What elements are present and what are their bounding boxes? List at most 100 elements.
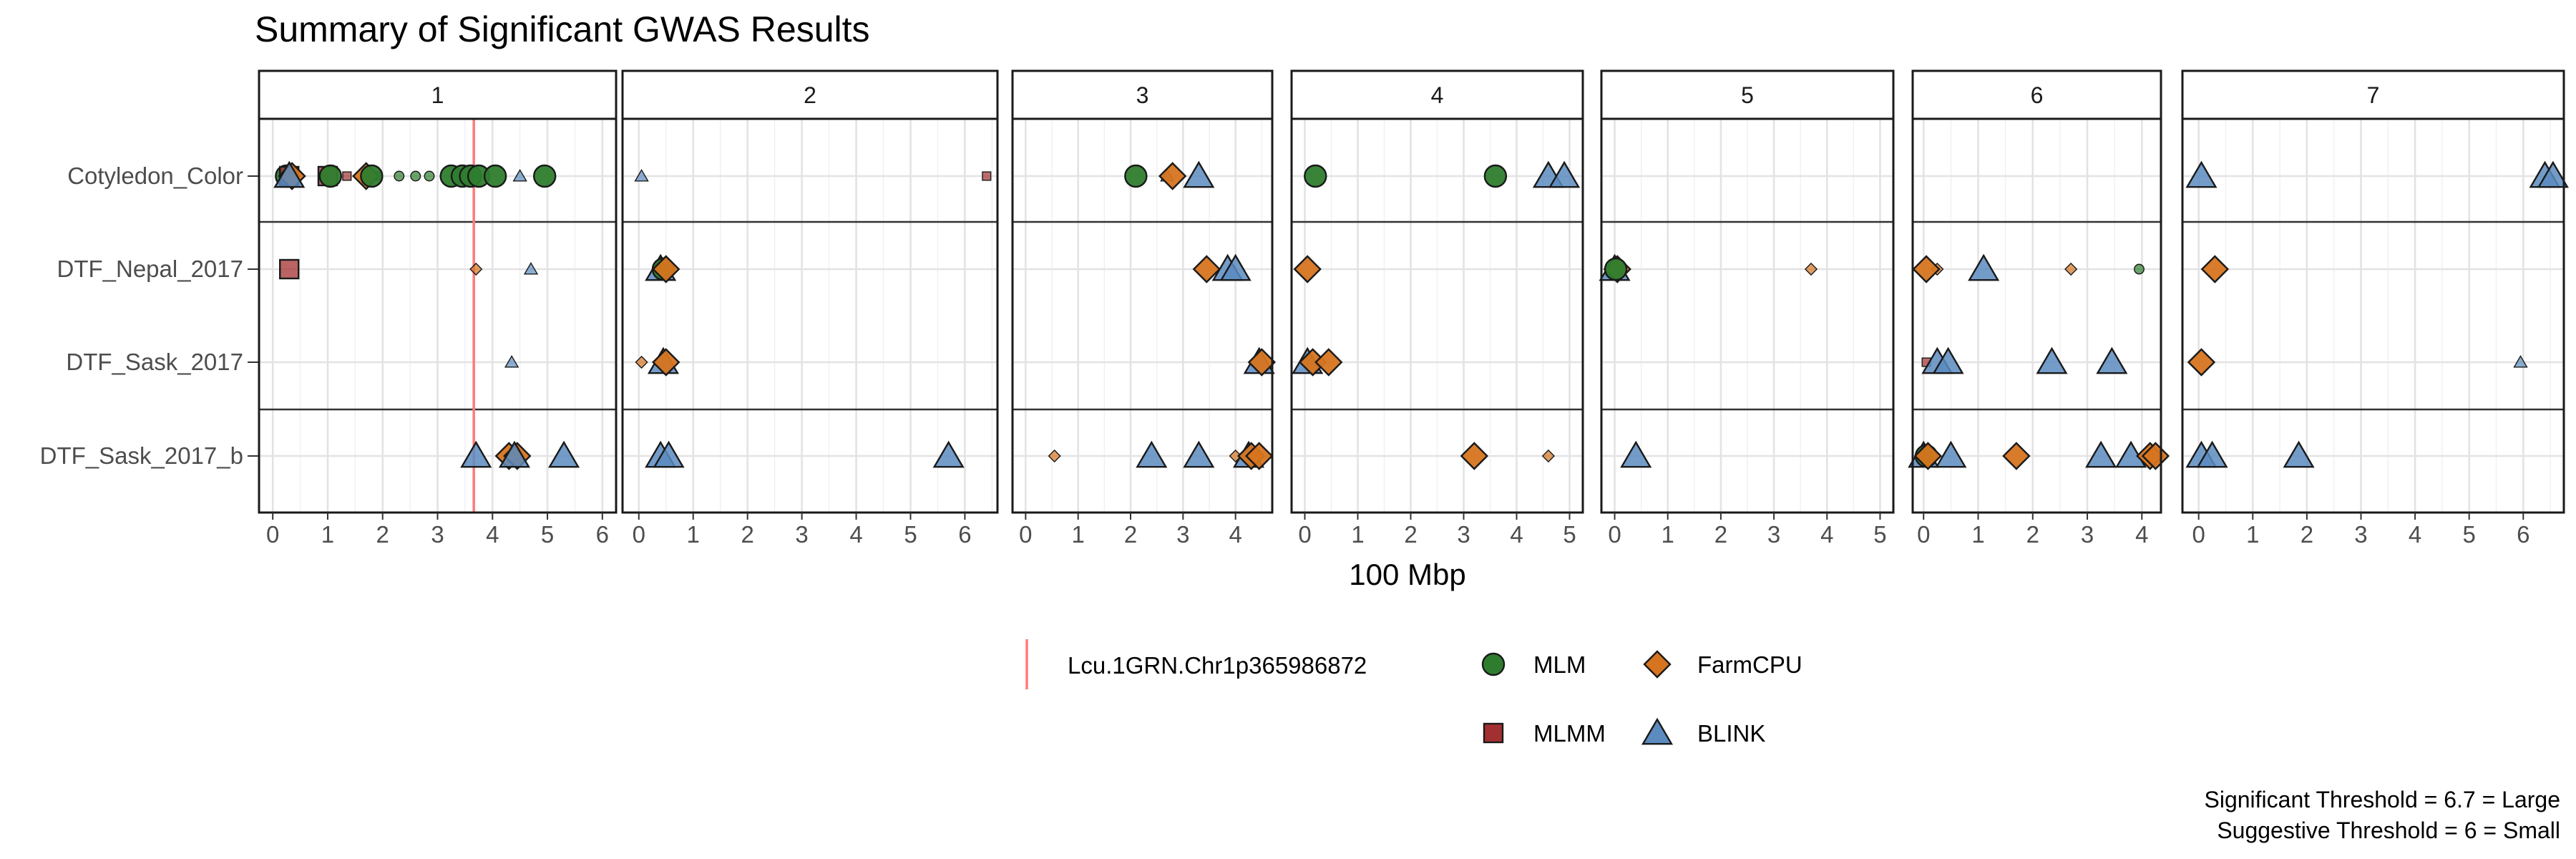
strip-label-2: 2 bbox=[804, 82, 816, 108]
x-tick-label: 2 bbox=[1714, 521, 1727, 548]
strip-6 bbox=[1911, 69, 2162, 120]
point-blink bbox=[1183, 440, 1215, 468]
point-blink bbox=[2283, 440, 2315, 468]
x-tick-label: 4 bbox=[1229, 521, 1241, 548]
point-farmcpu bbox=[1804, 262, 1818, 276]
point-blink bbox=[634, 169, 649, 182]
x-tick-label: 4 bbox=[2135, 521, 2148, 548]
point-mlm bbox=[483, 164, 507, 188]
legend-key-farmcpu bbox=[1643, 650, 1672, 679]
panel-border bbox=[1600, 117, 1895, 514]
x-tick-label: 5 bbox=[1873, 521, 1886, 548]
panel-3: 3 0 1 2 3 4 bbox=[1011, 69, 1277, 548]
point-farmcpu bbox=[1158, 162, 1187, 190]
point-blink bbox=[1136, 440, 1168, 468]
point-mlm bbox=[1124, 164, 1148, 188]
point-blink bbox=[273, 160, 306, 188]
x-tick-label: 5 bbox=[2463, 521, 2476, 548]
x-tick-label: 0 bbox=[1608, 521, 1621, 548]
point-mlm bbox=[533, 164, 557, 188]
panel-background bbox=[2182, 119, 2564, 513]
row-label-dtf-nepal-2017: DTF_Nepal_2017 bbox=[57, 256, 244, 282]
legend-key-blink bbox=[1641, 717, 1674, 745]
x-tick-label: 1 bbox=[2246, 521, 2259, 548]
point-farmcpu bbox=[2187, 348, 2216, 377]
strip-4 bbox=[1290, 69, 1584, 120]
panel-border bbox=[1011, 117, 1274, 514]
x-tick-label: 1 bbox=[687, 521, 700, 548]
panel-background bbox=[623, 119, 997, 513]
x-tick-label: 1 bbox=[1662, 521, 1674, 548]
point-blink bbox=[498, 440, 531, 468]
x-tick-label: 2 bbox=[1124, 521, 1137, 548]
x-axis-title: 100 Mbp bbox=[1349, 558, 1465, 591]
point-farmcpu bbox=[1314, 348, 1343, 377]
x-tick-label: 5 bbox=[1563, 521, 1576, 548]
legend-label-mlmm: MLMM bbox=[1533, 720, 1606, 747]
panel-5: 5 0 1 2 3 4 5 bbox=[1599, 69, 1895, 548]
x-tick-label: 2 bbox=[376, 521, 389, 548]
strip-1 bbox=[258, 69, 618, 120]
point-blink bbox=[2036, 346, 2068, 374]
panel-border bbox=[2181, 117, 2565, 514]
panel-1: 1 0 1 2 3 4 5 6 bbox=[258, 69, 618, 548]
point-mlm bbox=[1304, 164, 1327, 188]
legend-vline-label: Lcu.1GRN.Chr1p365986872 bbox=[1068, 652, 1367, 679]
point-mlm bbox=[318, 164, 342, 188]
point-farmcpu bbox=[1244, 442, 1274, 470]
point-blink bbox=[1219, 253, 1252, 281]
x-tick-label: 3 bbox=[1176, 521, 1189, 548]
x-tick-label: 1 bbox=[1351, 521, 1364, 548]
point-blink bbox=[1183, 160, 1215, 188]
strip-label-3: 3 bbox=[1136, 82, 1149, 108]
point-mlm bbox=[1604, 257, 1628, 281]
point-farmcpu bbox=[652, 255, 680, 283]
point-mlm bbox=[410, 170, 421, 182]
legend-label-blink: BLINK bbox=[1697, 720, 1765, 747]
strip-label-6: 6 bbox=[2031, 82, 2044, 108]
row-label-cotyledon-color: Cotyledon_Color bbox=[67, 162, 243, 189]
strip-label-1: 1 bbox=[431, 82, 444, 108]
suggestive-threshold-note: Suggestive Threshold = 6 = Small bbox=[2217, 817, 2560, 843]
x-tick-label: 4 bbox=[2409, 521, 2421, 548]
point-blink bbox=[653, 440, 685, 468]
chart-title: Summary of Significant GWAS Results bbox=[255, 9, 870, 49]
legend-label-mlm: MLM bbox=[1533, 651, 1586, 678]
panel-border bbox=[1290, 117, 1584, 514]
legend: Lcu.1GRN.Chr1p365986872 MLM FarmCPU MLMM BLI… bbox=[1025, 639, 1802, 747]
x-tick-label: 3 bbox=[1767, 521, 1780, 548]
point-mlm bbox=[1483, 164, 1508, 188]
point-farmcpu bbox=[1192, 255, 1221, 283]
point-blink bbox=[2085, 440, 2117, 468]
x-tick-label: 2 bbox=[2026, 521, 2039, 548]
point-blink bbox=[932, 440, 965, 468]
point-mlm bbox=[424, 170, 435, 182]
strip-label-4: 4 bbox=[1431, 82, 1444, 108]
point-farmcpu bbox=[1913, 442, 1943, 470]
point-farmcpu bbox=[635, 355, 648, 369]
x-tick-label: 0 bbox=[1917, 521, 1930, 548]
point-farmcpu bbox=[469, 262, 483, 276]
point-blink bbox=[1548, 160, 1581, 188]
point-blink bbox=[2513, 355, 2528, 368]
point-mlmm bbox=[342, 171, 352, 181]
point-blink bbox=[2537, 160, 2569, 188]
x-tick-label: 4 bbox=[1510, 521, 1523, 548]
legend-key-mlmm bbox=[1483, 722, 1504, 744]
x-tick-label: 3 bbox=[2081, 521, 2094, 548]
point-blink bbox=[460, 440, 492, 468]
row-label-dtf-sask-2017-b: DTF_Sask_2017_b bbox=[40, 442, 243, 469]
facet-panels: 10 1 2 3 4 5 620 1 2 3 4 5 630 1 2 3 440 1 2 3 4 550 1 2 3 4 560 1 2… bbox=[258, 69, 2569, 548]
x-tick-label: 0 bbox=[266, 521, 279, 548]
x-tick-label: 5 bbox=[541, 521, 554, 548]
point-farmcpu bbox=[2002, 442, 2031, 470]
panel-6: 6 0 1 2 3 4 bbox=[1908, 69, 2170, 548]
point-mlm bbox=[360, 164, 384, 188]
x-tick-label: 6 bbox=[596, 521, 609, 548]
strip-label-7: 7 bbox=[2367, 82, 2380, 108]
x-tick-label: 3 bbox=[2354, 521, 2367, 548]
point-blink bbox=[523, 262, 539, 275]
x-tick-label: 2 bbox=[1404, 521, 1417, 548]
point-blink bbox=[1968, 253, 2000, 281]
